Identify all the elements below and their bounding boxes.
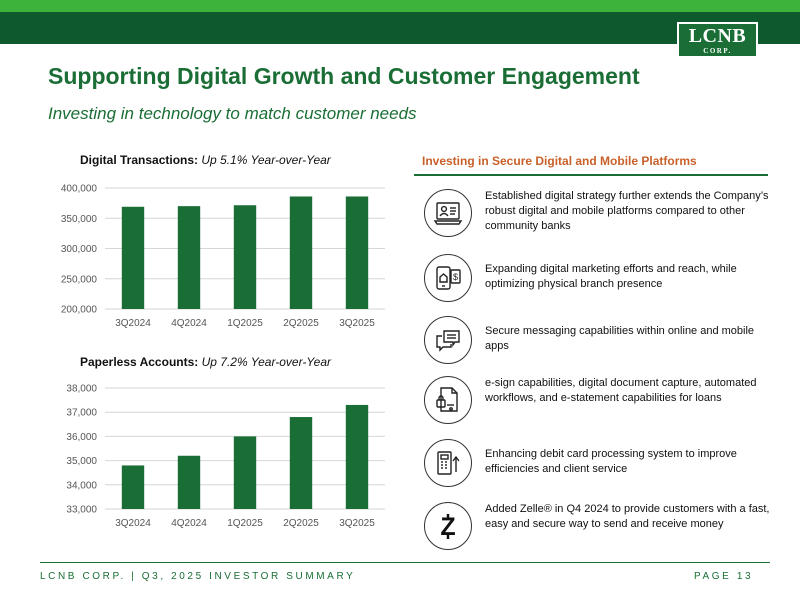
chart-digital-transactions-heading: Digital Transactions: Up 5.1% Year-over-…: [80, 153, 331, 167]
list-item-text: Secure messaging capabilities within onl…: [485, 325, 755, 352]
secure-messaging-icon: [424, 316, 472, 364]
page-title: Supporting Digital Growth and Customer E…: [48, 63, 640, 89]
page-number: PAGE 13: [694, 571, 754, 582]
list-item: Established digital strategy further ext…: [424, 189, 774, 241]
lcnb-logo: LCNB CORP.: [677, 22, 758, 58]
bar: [233, 205, 257, 309]
digital-strategy-icon: [424, 189, 472, 237]
list-item: e-sign capabilities, digital document ca…: [424, 376, 774, 428]
y-tick-label: 250,000: [61, 274, 98, 285]
page-subtitle: Investing in technology to match custome…: [48, 104, 417, 123]
bar: [177, 206, 201, 309]
list-item-text: e-sign capabilities, digital document ca…: [485, 377, 757, 404]
list-item-text: Established digital strategy further ext…: [485, 190, 769, 232]
y-tick-label: 34,000: [66, 480, 97, 491]
chart-paperless-accounts-heading: Paperless Accounts: Up 7.2% Year-over-Ye…: [80, 355, 331, 369]
digital-transactions-chart: 200,000 250,000 300,000 350,000 400,000 3Q202…: [61, 184, 385, 329]
list-item-text: Added Zelle® in Q4 2024 to provide custo…: [485, 503, 770, 530]
chart-note: Up 5.1% Year-over-Year: [201, 153, 331, 167]
bar: [233, 436, 257, 509]
bar: [177, 455, 201, 509]
bar: [345, 196, 369, 309]
right-section-heading: Investing in Secure Digital and Mobile P…: [422, 154, 697, 168]
x-tick-label: 2Q2025: [283, 318, 319, 329]
y-tick-label: 37,000: [66, 408, 97, 419]
svg-text:$: $: [453, 272, 458, 282]
list-item: Z Added Zelle® in Q4 2024 to provide cus…: [424, 502, 774, 554]
x-tick-label: 4Q2024: [171, 518, 207, 529]
footer-divider: [40, 562, 770, 563]
bar: [289, 196, 313, 309]
bar: [289, 417, 313, 509]
y-tick-label: 33,000: [66, 505, 97, 516]
x-tick-label: 4Q2024: [171, 318, 207, 329]
svg-text:Z: Z: [440, 513, 455, 541]
digital-marketing-icon: $: [424, 254, 472, 302]
logo-main-text: LCNB: [688, 25, 747, 47]
list-item: $ Expanding digital marketing efforts an…: [424, 254, 774, 306]
x-tick-label: 3Q2024: [115, 318, 151, 329]
chart-title: Digital Transactions:: [80, 153, 199, 167]
x-tick-label: 3Q2025: [339, 318, 375, 329]
right-section-divider: [414, 174, 768, 176]
footer-title: LCNB CORP. | Q3, 2025 INVESTOR SUMMARY: [40, 571, 356, 582]
x-tick-label: 3Q2025: [339, 518, 375, 529]
chart-title: Paperless Accounts:: [80, 355, 199, 369]
zelle-icon: Z: [424, 502, 472, 550]
list-item: Enhancing debit card processing system t…: [424, 439, 774, 491]
list-item: Secure messaging capabilities within onl…: [424, 316, 774, 368]
chart-note: Up 7.2% Year-over-Year: [201, 355, 332, 369]
bar: [121, 206, 145, 309]
x-tick-label: 1Q2025: [227, 518, 263, 529]
y-tick-label: 36,000: [66, 432, 97, 443]
x-tick-label: 1Q2025: [227, 318, 263, 329]
top-accent-band: [0, 0, 800, 12]
x-tick-label: 3Q2024: [115, 518, 151, 529]
list-item-text: Expanding digital marketing efforts and …: [485, 263, 737, 290]
list-item-text: Enhancing debit card processing system t…: [485, 448, 737, 475]
bar: [121, 465, 145, 509]
bar: [345, 404, 369, 509]
y-tick-label: 400,000: [61, 184, 98, 195]
e-sign-document-icon: [424, 376, 472, 424]
y-tick-label: 300,000: [61, 244, 98, 255]
y-tick-label: 350,000: [61, 214, 98, 225]
y-tick-label: 200,000: [61, 305, 98, 316]
debit-card-processing-icon: [424, 439, 472, 487]
top-header-band: [0, 12, 800, 44]
logo-sub-text: CORP.: [703, 47, 732, 55]
y-tick-label: 38,000: [66, 384, 97, 395]
x-tick-label: 2Q2025: [283, 518, 319, 529]
y-tick-label: 35,000: [66, 456, 97, 467]
paperless-accounts-chart: 33,000 34,000 35,000 36,000 37,000 38,000 3Q20…: [66, 384, 385, 529]
